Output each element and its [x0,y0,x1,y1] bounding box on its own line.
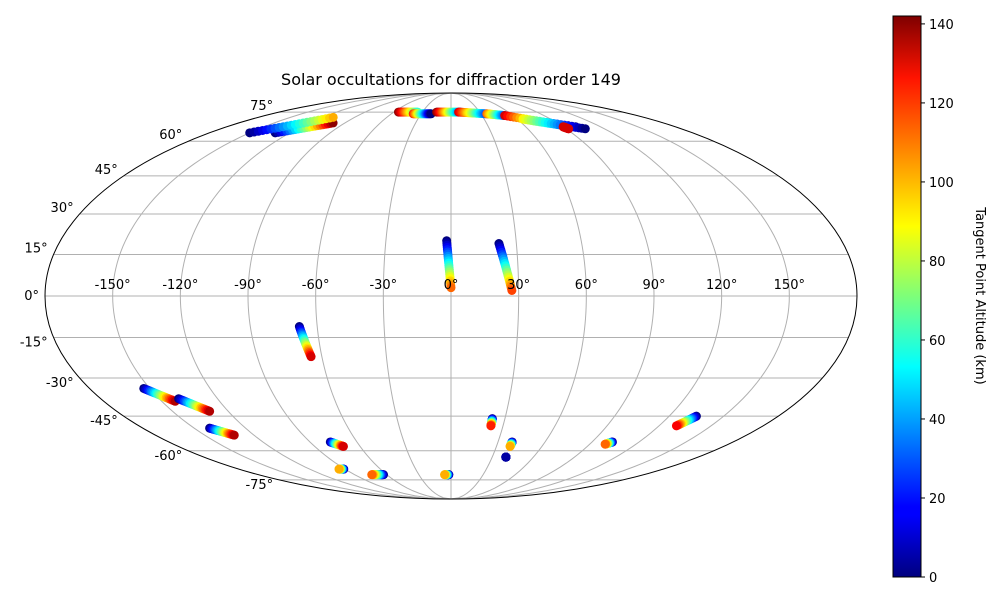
occultation-track [334,464,349,474]
occultation-point [446,283,456,293]
colorbar: 0 20 40 60 80 100 120 140 Tangent Point Altitud… [892,15,987,586]
colorbar-gradient [892,15,922,578]
lat-tick-label: -45° [90,414,118,429]
occultation-track [139,383,180,406]
colorbar-tick-label: 0 [929,571,937,586]
occultation-point [505,441,515,451]
lon-tick-label: 60° [575,278,598,293]
occultation-track [294,322,316,362]
colorbar-tick-label: 140 [929,18,954,33]
occultation-points [139,107,701,480]
occultation-point [600,439,610,449]
occultation-track [245,112,338,138]
colorbar-tick-label: 60 [929,334,946,349]
lat-tick-label: 0° [24,289,39,304]
occultation-point [486,421,496,431]
lon-tick-label: 90° [642,278,665,293]
lon-tick-label: 0° [444,278,459,293]
lat-tick-label: -75° [245,478,273,493]
lon-tick-label: -150° [95,278,131,293]
occultation-track [558,122,574,134]
occultation-point [501,452,511,462]
occultation-track [501,452,511,462]
occultation-track [505,437,517,451]
lon-tick-label: 150° [774,278,805,293]
occultation-track [486,414,497,431]
lon-tick-label: -90° [234,278,262,293]
occultation-point [205,406,215,416]
occultation-track [367,470,389,480]
lon-tick-label: -120° [162,278,198,293]
occultation-track [325,437,348,451]
occultation-point [334,464,344,474]
lon-tick-label: -30° [369,278,397,293]
colorbar-tick-label: 80 [929,255,946,270]
occultation-track [205,423,239,440]
occultation-track [494,239,517,295]
lon-tick-label: -60° [302,278,330,293]
occultation-track [442,236,456,293]
occultation-track [440,470,454,480]
lat-tick-label: 75° [250,99,273,114]
occultation-point [564,124,574,134]
occultation-point [367,470,377,480]
axis-tick-labels: -150° -120° -90° -60° -30° 0° 30° 60° 90° 120° 150… [20,99,805,493]
colorbar-tick-label: 100 [929,176,954,191]
colorbar-ticks: 0 20 40 60 80 100 120 140 [921,18,954,586]
lat-tick-label: -60° [155,449,183,464]
occultation-point [580,124,590,134]
lat-tick-label: 45° [95,163,118,178]
occultation-point [440,470,450,480]
lon-tick-label: 120° [706,278,737,293]
occultation-point [507,285,517,295]
occultation-point [229,430,239,440]
occultation-point [306,352,316,362]
occultation-track [174,394,215,416]
occultation-track [600,437,617,449]
colorbar-tick-label: 20 [929,492,946,507]
occultation-track [408,109,436,119]
lat-tick-label: 60° [159,128,182,143]
colorbar-tick-label: 40 [929,413,946,428]
lat-tick-label: -15° [20,336,48,351]
chart-title: Solar occultations for diffraction order… [281,70,621,89]
map-grid [45,93,857,499]
occultation-track [454,107,491,119]
lon-tick-label: 30° [507,278,530,293]
occultation-track [671,411,701,431]
lat-tick-label: 15° [25,241,48,256]
occultation-point [671,421,681,431]
occultation-point [338,441,348,451]
map-boundary [44,92,858,500]
lat-tick-label: -30° [46,376,74,391]
colorbar-label: Tangent Point Altitude (km) [972,206,987,384]
lat-tick-label: 30° [51,201,74,216]
occultation-point [328,112,338,122]
colorbar-tick-label: 120 [929,97,954,112]
